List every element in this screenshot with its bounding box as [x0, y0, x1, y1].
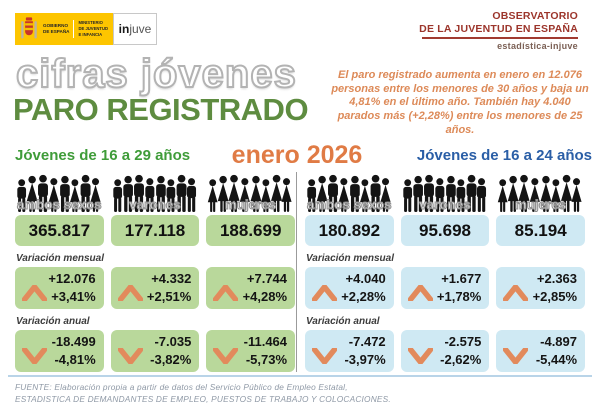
annual-variation-row: -18.499 -4,81% -7.035 -3,82% -11.464 -5,…: [15, 330, 296, 372]
down-arrow-icon: [503, 348, 529, 364]
total-value: 365.817: [15, 215, 104, 246]
column-ambos-sexos: ambos sexos 365.817: [15, 170, 104, 246]
column-mujeres: mujeres 85.194: [496, 170, 586, 246]
monthly-variation-label: Variación mensual: [16, 253, 104, 264]
column-varones: varones 177.118: [110, 170, 200, 246]
column-mujeres: mujeres 188.699: [206, 170, 296, 246]
highlight-text: El paro registrado aumenta en enero en 1…: [331, 69, 589, 136]
people-group: ambos sexos: [305, 170, 394, 213]
observatorio-line1: OBSERVATORIO: [492, 10, 578, 22]
gobierno-espana-logo: GOBIERNO DE ESPAÑA MINISTERIO DE JUVENTU…: [15, 13, 157, 45]
observatorio-header: OBSERVATORIO DE LA JUVENTUD EN ESPAÑA es…: [346, 10, 578, 51]
gobierno-text: GOBIERNO DE ESPAÑA: [43, 20, 75, 38]
annual-variation-box: -7.472 -3,97%: [305, 330, 394, 372]
people-group: mujeres: [206, 170, 295, 213]
people-group: varones: [401, 170, 490, 213]
monthly-variation-box: +7.744 +4,28%: [206, 267, 296, 309]
annual-variation-box: -4.897 -5,44%: [496, 330, 586, 372]
monthly-variation-row: +12.076 +3,41% +4.332 +2,51% +7.744 +4,2…: [15, 267, 296, 309]
title-paro-registrado: PARO REGISTRADO: [13, 92, 309, 127]
group-label: varones: [419, 196, 471, 212]
monthly-variation-box: +4.040 +2,28%: [305, 267, 394, 309]
section-title-16-29: Jóvenes de 16 a 29 años: [15, 147, 191, 164]
estadistica-injuve-label: estadística-injuve: [497, 41, 578, 52]
variation-values: +1.677 +1,78%: [436, 271, 482, 304]
variation-values: +4.040 +2,28%: [341, 271, 386, 304]
total-value: 180.892: [305, 215, 394, 246]
up-arrow-icon: [213, 285, 239, 301]
group-label: varones: [129, 196, 181, 212]
variation-values: -18.499 -4,81%: [51, 334, 96, 367]
total-value: 95.698: [400, 215, 490, 246]
monthly-variation-box: +1.677 +1,78%: [400, 267, 490, 309]
annual-variation-box: -2.575 -2,62%: [400, 330, 490, 372]
column-ambos-sexos: ambos sexos 180.892: [305, 170, 394, 246]
up-arrow-icon: [407, 285, 433, 301]
ministry-logo-band: GOBIERNO DE ESPAÑA MINISTERIO DE JUVENTU…: [15, 13, 113, 45]
annual-variation-box: -11.464 -5,73%: [206, 330, 296, 372]
annual-variation-box: -7.035 -3,82%: [110, 330, 200, 372]
section-16-29: ambos sexos 365.817 varones 177.118: [15, 170, 296, 372]
down-arrow-icon: [407, 348, 433, 364]
up-arrow-icon: [503, 285, 529, 301]
section-title-16-24: Jóvenes de 16 a 24 años: [416, 147, 592, 164]
total-value: 85.194: [496, 215, 586, 246]
up-arrow-icon: [312, 285, 337, 301]
ministerio-text: MINISTERIO DE JUVENTUD E INFANCIA: [78, 20, 109, 37]
annual-variation-row: -7.472 -3,97% -2.575 -2,62% -4.897 -5,44…: [305, 330, 586, 372]
totals-row: ambos sexos 365.817 varones 177.118: [15, 170, 296, 246]
observatorio-line2: DE LA JUVENTUD EN ESPAÑA: [419, 22, 578, 35]
section-16-24: ambos sexos 180.892 varones 95.698: [305, 170, 586, 372]
total-value: 188.699: [206, 215, 296, 246]
monthly-variation-row: +4.040 +2,28% +1.677 +1,78% +2.363 +2,85…: [305, 267, 586, 309]
variation-values: +4.332 +2,51%: [146, 271, 192, 304]
variation-values: +2.363 +2,85%: [532, 271, 578, 304]
group-label: ambos sexos: [306, 196, 392, 212]
variation-values: -4.897 -5,44%: [535, 334, 578, 367]
monthly-variation-box: +12.076 +3,41%: [15, 267, 104, 309]
vertical-divider: [296, 172, 297, 372]
variation-values: -7.472 -3,97%: [344, 334, 386, 367]
people-group: varones: [111, 170, 200, 213]
people-group: ambos sexos: [15, 170, 104, 213]
injuve-logo: in juve: [113, 13, 157, 45]
variation-values: -11.464 -5,73%: [243, 334, 288, 367]
variation-values: +12.076 +3,41%: [48, 271, 96, 304]
monthly-variation-box: +2.363 +2,85%: [496, 267, 586, 309]
observatorio-rule: [422, 37, 578, 40]
annual-variation-box: -18.499 -4,81%: [15, 330, 104, 372]
up-arrow-icon: [22, 285, 47, 301]
annual-variation-label: Variación anual: [306, 316, 380, 327]
annual-variation-label: Variación anual: [16, 316, 90, 327]
source-note: FUENTE: Elaboración propia a partir de d…: [15, 382, 391, 405]
group-label: mujeres: [224, 196, 277, 212]
title-cifras-jovenes: cifras jóvenes: [15, 51, 297, 97]
totals-row: ambos sexos 180.892 varones 95.698: [305, 170, 586, 246]
spain-coat-of-arms-icon: [21, 17, 37, 39]
variation-values: -2.575 -2,62%: [440, 334, 482, 367]
date-label: enero 2026: [231, 141, 363, 169]
monthly-variation-label: Variación mensual: [306, 253, 394, 264]
monthly-variation-box: +4.332 +2,51%: [110, 267, 200, 309]
up-arrow-icon: [117, 285, 143, 301]
down-arrow-icon: [213, 348, 239, 364]
group-label: mujeres: [514, 196, 567, 212]
column-varones: varones 95.698: [400, 170, 490, 246]
down-arrow-icon: [22, 348, 47, 364]
down-arrow-icon: [312, 348, 337, 364]
variation-values: +7.744 +4,28%: [242, 271, 288, 304]
total-value: 177.118: [110, 215, 200, 246]
people-group: mujeres: [496, 170, 585, 213]
down-arrow-icon: [117, 348, 143, 364]
group-label: ambos sexos: [16, 196, 102, 212]
variation-values: -7.035 -3,82%: [150, 334, 192, 367]
footer-rule: [8, 375, 592, 377]
